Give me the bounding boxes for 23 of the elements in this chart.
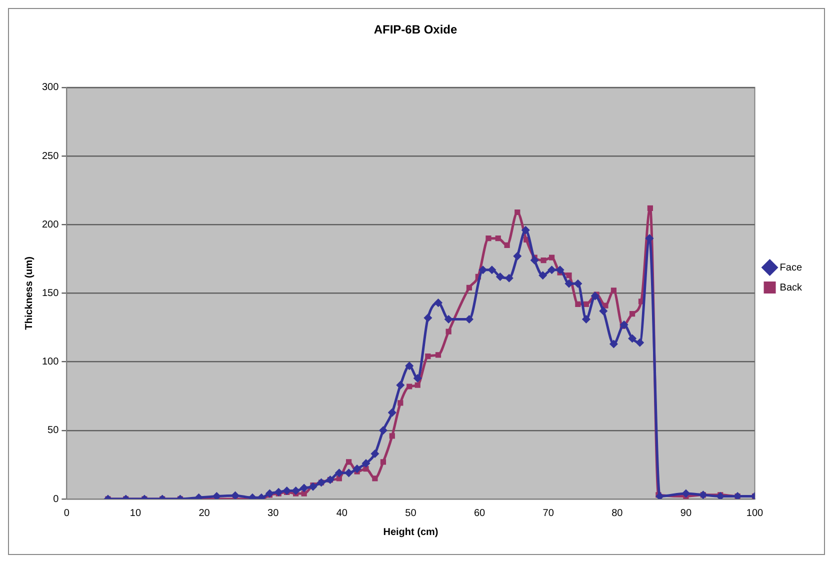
y-tick-label: 50 (48, 425, 60, 436)
x-tick-label: 60 (474, 508, 486, 519)
x-tick-label: 30 (268, 508, 280, 519)
y-tick-label: 0 (53, 494, 60, 505)
legend-label: Face (780, 262, 802, 274)
y-tick-label: 150 (42, 288, 60, 299)
x-tick-label: 90 (680, 508, 692, 519)
x-tick-label: 20 (198, 508, 210, 519)
x-tick-label: 50 (405, 508, 417, 519)
x-tick-label: 10 (130, 508, 142, 519)
y-tick-label: 100 (42, 356, 60, 368)
x-axis-title: Height (cm) (383, 526, 438, 538)
y-tick-label: 250 (42, 150, 60, 162)
x-tick-label: 40 (336, 508, 348, 519)
x-tick-label: 80 (612, 508, 624, 519)
y-tick-label: 200 (42, 219, 60, 230)
y-tick-label: 300 (42, 82, 60, 94)
x-tick-label: 70 (542, 508, 554, 519)
y-axis-title: Thickness (um) (24, 256, 35, 330)
x-tick-label: 100 (746, 508, 764, 519)
x-tick-label: 0 (64, 508, 70, 519)
chart-title: AFIP-6B Oxide (374, 22, 458, 37)
legend-label: Back (780, 282, 803, 294)
